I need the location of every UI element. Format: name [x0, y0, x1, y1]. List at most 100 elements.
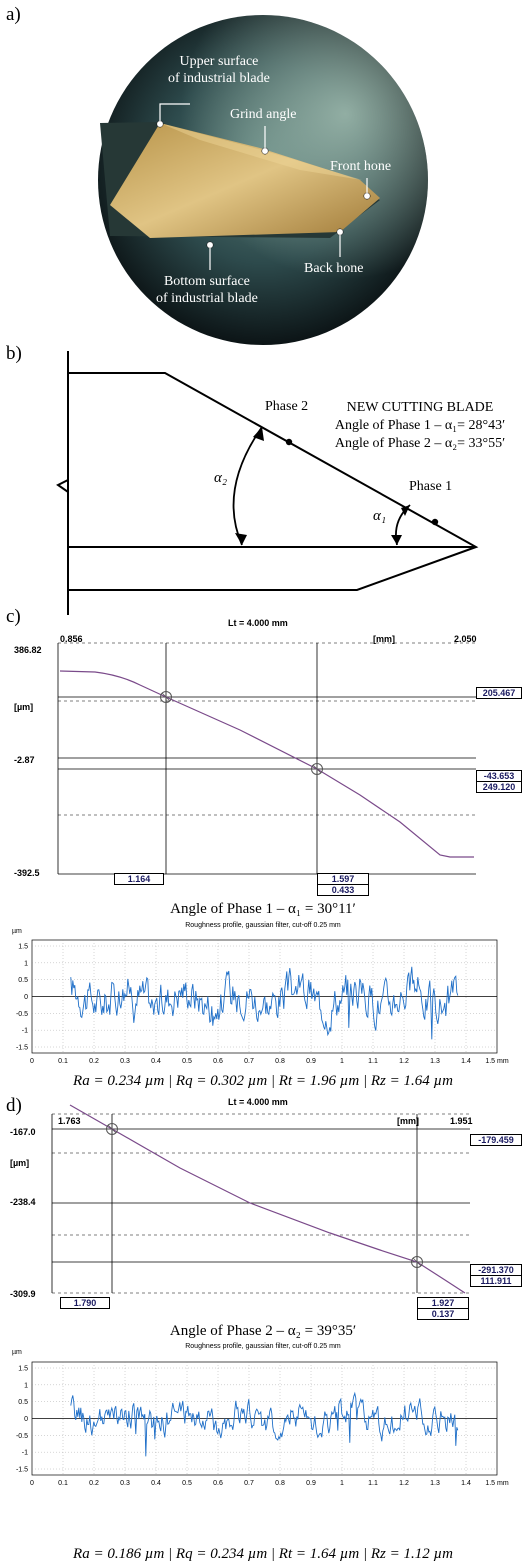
x-tick-label: 1.2	[399, 1058, 409, 1065]
y-tick-label: -0.5	[16, 1011, 28, 1018]
d-caption: Angle of Phase 2 – α₂ = 39°35′	[169, 1323, 357, 1339]
x-tick-label: 1.3	[430, 1480, 440, 1487]
d-box-right1: -179.459	[470, 1134, 522, 1146]
d-box-bot1: 1.790	[60, 1297, 110, 1309]
x-tick-label: 0.3	[120, 1058, 130, 1065]
alpha2-label: α₂	[214, 470, 228, 486]
label-bottom-line1: Bottom surface	[163, 274, 250, 289]
c-lt-label: Lt = 4.000 mm	[228, 618, 288, 628]
x-tick-label: 1.4	[461, 1480, 471, 1487]
x-tick-label: 0.7	[244, 1480, 254, 1487]
x-tick-label: 0.2	[89, 1480, 99, 1487]
c-y-bot: -392.5	[14, 868, 40, 878]
label-bottom-surface: Bottom surface of industrial blade	[156, 273, 258, 307]
blade-diagram	[56, 351, 479, 615]
panel-a-label: a)	[6, 4, 21, 25]
x-tick-label: 0.1	[58, 1480, 68, 1487]
x-tick-label: 0.5	[182, 1480, 192, 1487]
d-x-unit: [mm]	[397, 1116, 419, 1126]
y-tick-label: -1.5	[16, 1467, 28, 1474]
label-upper-line2: of industrial blade	[168, 71, 270, 86]
d-y-top: -167.0	[10, 1127, 36, 1137]
x-tick-label: 1.5 mm	[485, 1480, 509, 1487]
label-bottom-line2: of industrial blade	[156, 291, 258, 306]
d-profile-chart	[51, 1104, 470, 1294]
d-box-right3: 111.911	[470, 1275, 522, 1287]
y-tick-label: 0.5	[18, 977, 28, 984]
x-tick-label: 0.8	[275, 1480, 285, 1487]
c-rough-unit: µm	[12, 928, 22, 935]
panel-b-label: b)	[6, 343, 22, 364]
x-tick-label: 0	[30, 1058, 34, 1065]
c-box-right1: 205.467	[476, 687, 522, 699]
x-tick-label: 0.6	[213, 1058, 223, 1065]
x-tick-label: 1.4	[461, 1058, 471, 1065]
y-tick-label: 1.5	[18, 944, 28, 951]
x-tick-label: 0.3	[120, 1480, 130, 1487]
c-box-bot3: 0.433	[317, 884, 369, 896]
d-y-bot: -309.9	[10, 1289, 36, 1299]
c-box-right3: 249.120	[476, 781, 522, 793]
x-tick-label: 0.9	[306, 1058, 316, 1065]
c-rough-title: Roughness profile, gaussian filter, cut-…	[185, 922, 341, 929]
c-roughness-chart: 0 0.1 0.2 0.3 0.4 0.5 0.6 0.7 0.8 0.9 1 1.1 1.2 1.3 1.…	[16, 939, 509, 1065]
y-tick-label: 1.5	[18, 1366, 28, 1373]
label-upper-surface: Upper surface of industrial blade	[168, 53, 270, 87]
d-y-unit: [µm]	[10, 1158, 30, 1168]
x-tick-label: 0.2	[89, 1058, 99, 1065]
panel-d-label: d)	[6, 1095, 22, 1116]
y-tick-label: 1	[24, 1382, 28, 1389]
y-tick-label: 1	[24, 960, 28, 967]
x-tick-label: 1.5 mm	[485, 1058, 509, 1065]
d-rough-title: Roughness profile, gaussian filter, cut-…	[185, 1343, 341, 1350]
blade-title: NEW CUTTING BLADE	[346, 400, 494, 415]
y-tick-label: -0.5	[16, 1433, 28, 1440]
phase2-label: Phase 2	[265, 399, 309, 414]
d-rough-unit: µm	[12, 1349, 22, 1356]
x-tick-label: 1.1	[368, 1480, 378, 1487]
y-tick-label: 0	[24, 1416, 28, 1423]
y-tick-label: -1	[22, 1450, 28, 1457]
phase1-label: Phase 1	[409, 479, 453, 494]
d-lt-label: Lt = 4.000 mm	[228, 1097, 288, 1107]
panel-c-label: c)	[6, 606, 21, 627]
x-tick-label: 1	[340, 1480, 344, 1487]
x-tick-label: 1.3	[430, 1058, 440, 1065]
y-tick-label: 0.5	[18, 1399, 28, 1406]
x-tick-label: 0.6	[213, 1480, 223, 1487]
x-tick-label: 0.1	[58, 1058, 68, 1065]
label-grind-angle: Grind angle	[230, 107, 297, 122]
x-tick-label: 1.1	[368, 1058, 378, 1065]
d-roughness-chart: 0 0.1 0.2 0.3 0.4 0.5 0.6 0.7 0.8 0.9 1 1.1 1.2 1.3 1.…	[16, 1361, 509, 1487]
c-profile-chart	[57, 642, 476, 875]
x-tick-label: 1.2	[399, 1480, 409, 1487]
d-y-mid: -238.4	[10, 1197, 36, 1207]
y-tick-label: -1.5	[16, 1045, 28, 1052]
x-tick-label: 0	[30, 1480, 34, 1487]
d-x-right: 1.951	[450, 1116, 473, 1126]
label-front-hone: Front hone	[330, 159, 392, 174]
roughness-profile-line	[70, 966, 459, 1040]
x-tick-label: 0.4	[151, 1058, 161, 1065]
c-y-top: 386.82	[14, 645, 42, 655]
x-tick-label: 0.7	[244, 1058, 254, 1065]
c-roughness-params: Ra = 0.234 µm | Rq = 0.302 µm | Rt = 1.9…	[73, 1073, 453, 1089]
x-tick-label: 0.9	[306, 1480, 316, 1487]
blade-line2: Angle of Phase 2 – α₂= 33°55′	[334, 436, 506, 451]
c-y-mid: -2.87	[14, 755, 35, 765]
d-box-bot3: 0.137	[417, 1308, 469, 1320]
microscope-image	[98, 15, 428, 345]
d-roughness-params-visible: Ra = 0.186 µm | Rq = 0.234 µm | Rt = 1.6…	[73, 1546, 453, 1562]
c-box-bot1: 1.164	[114, 873, 164, 885]
x-tick-label: 1	[340, 1058, 344, 1065]
c-y-unit: [µm]	[14, 702, 34, 712]
roughness-profile-line	[70, 1391, 459, 1457]
c-x-left: 0.856	[60, 634, 83, 644]
label-upper-line1: Upper surface	[179, 54, 259, 69]
c-x-unit: [mm]	[373, 634, 395, 644]
y-tick-label: 0	[24, 994, 28, 1001]
x-tick-label: 0.8	[275, 1058, 285, 1065]
d-x-left: 1.763	[58, 1116, 81, 1126]
alpha1-label: α₁	[373, 508, 387, 524]
y-tick-label: -1	[22, 1028, 28, 1035]
